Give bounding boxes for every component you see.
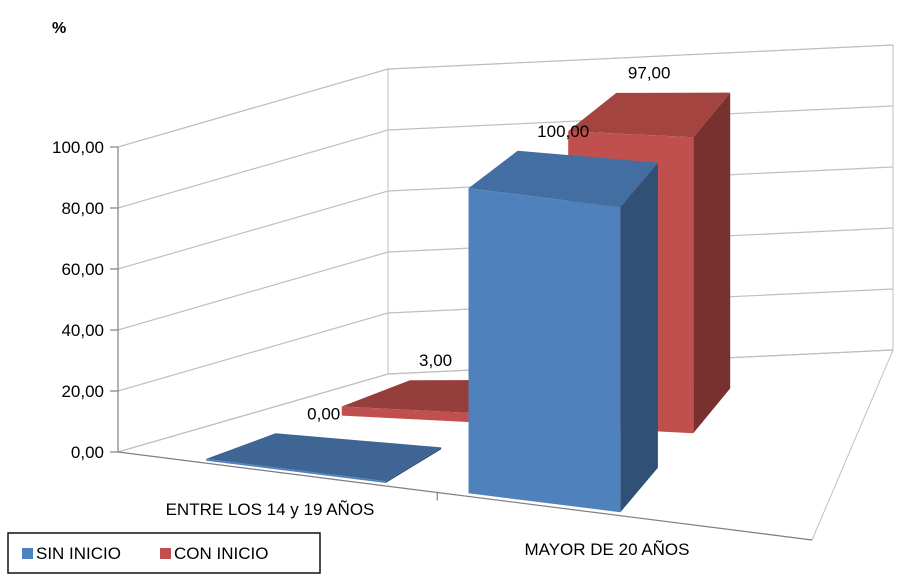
y-tick-label: 100,00 xyxy=(52,138,104,157)
legend-swatch xyxy=(160,548,171,559)
side-wall xyxy=(117,68,389,453)
bar-top xyxy=(468,150,658,208)
legend-label: CON INICIO xyxy=(174,544,268,563)
category-label: ENTRE LOS 14 y 19 AÑOS xyxy=(166,500,375,519)
gridline xyxy=(117,44,894,148)
data-label: 100,00 xyxy=(537,122,589,141)
bar-front xyxy=(341,406,473,423)
bar-0-0 xyxy=(206,433,442,483)
y-tick-label: 20,00 xyxy=(61,382,104,401)
legend-label: SIN INICIO xyxy=(36,544,121,563)
y-tick-label: 40,00 xyxy=(61,321,104,340)
bar-side xyxy=(385,447,442,483)
gridlines xyxy=(117,44,894,453)
category-label: MAYOR DE 20 AÑOS xyxy=(524,540,689,559)
y-tick-label: 80,00 xyxy=(61,199,104,218)
bar-front xyxy=(468,188,621,513)
chart-labels: % ENTRE LOS 14 y 19 AÑOS MAYOR DE 20 AÑOS… xyxy=(52,20,690,559)
y-tick-label: 0,00 xyxy=(71,443,104,462)
data-label: 3,00 xyxy=(419,351,452,370)
data-label: 0,00 xyxy=(307,404,340,423)
y-unit-label: % xyxy=(52,20,66,37)
x-axis-line xyxy=(117,451,813,541)
bar-side xyxy=(693,92,731,434)
chart-axes: 0,00 20,00 40,00 60,00 80,00 100,00 xyxy=(52,138,813,541)
data-label: 97,00 xyxy=(628,64,671,83)
legend: SIN INICIO CON INICIO xyxy=(7,532,321,574)
legend-swatch xyxy=(22,548,33,559)
bar-0-1 xyxy=(468,150,658,513)
bar-top xyxy=(568,92,731,138)
bar-side xyxy=(620,162,658,513)
y-tick-label: 60,00 xyxy=(61,260,104,279)
bar-top xyxy=(206,433,442,482)
bars xyxy=(206,92,731,513)
bar-front xyxy=(206,458,386,483)
